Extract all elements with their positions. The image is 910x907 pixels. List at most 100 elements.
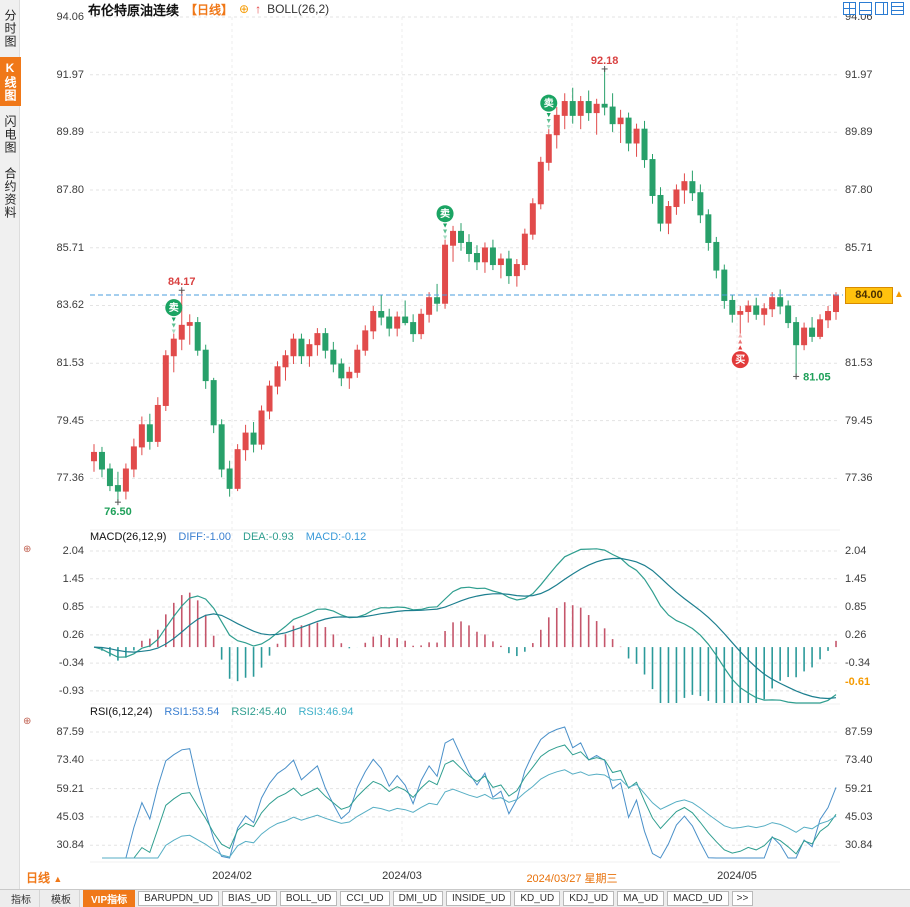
period-selector-button[interactable]: 日线 ▲ — [26, 869, 62, 886]
rsi-panel-header: RSI(6,12,24) RSI1:53.54 RSI2:45.40 RSI3:… — [90, 706, 354, 718]
candle — [785, 305, 792, 324]
indicator-line — [93, 548, 837, 704]
macd-settings-icon[interactable]: ⊕ — [23, 544, 32, 555]
rsi-y-label: 59.21 — [56, 783, 84, 795]
candle — [593, 103, 600, 114]
y-axis-label: 94.06 — [56, 11, 84, 23]
indicator-tab-bias[interactable]: BIAS_UD — [222, 891, 277, 906]
rsi-title: RSI(6,12,24) — [90, 706, 153, 718]
candle — [394, 316, 401, 329]
price-annotation: 92.18 — [591, 55, 619, 67]
macd-y-label: 2.04 — [62, 545, 84, 557]
signal-label: 买 — [735, 354, 745, 366]
indicator-tab-inside[interactable]: INSIDE_UD — [445, 891, 512, 906]
indicator-tab-barupdn[interactable]: BARUPDN_UD — [138, 891, 220, 906]
candle — [609, 106, 616, 125]
candle — [330, 349, 337, 365]
sidebar-item-kline-chart[interactable]: K线图 — [0, 57, 21, 106]
signal-arrow-icon: ▲ — [737, 345, 744, 352]
indicator-tab-boll[interactable]: BOLL_UD — [279, 891, 338, 906]
period-tag[interactable]: 【日线】 — [185, 2, 234, 17]
candle — [114, 485, 121, 492]
indicator-tab-kdj[interactable]: KDJ_UD — [563, 891, 615, 906]
candle — [721, 269, 728, 301]
indicator-tab-kd[interactable]: KD_UD — [514, 891, 561, 906]
signal-arrow-icon: ▲ — [737, 339, 744, 346]
macd-hist-value: MACD:-0.12 — [305, 531, 367, 543]
y-axis-label: 91.97 — [845, 69, 873, 81]
candle — [729, 299, 736, 315]
indicator-tab-macd[interactable]: MACD_UD — [667, 891, 729, 906]
candle — [258, 410, 265, 445]
candle — [697, 192, 704, 216]
candle — [218, 424, 225, 470]
tab-vip-indicators[interactable]: VIP指标 — [83, 890, 136, 907]
y-axis-label: 81.53 — [845, 357, 873, 369]
candle — [298, 338, 305, 357]
macd-current-value: -0.61 — [845, 676, 871, 688]
macd-y-label: -0.93 — [58, 685, 84, 697]
y-axis-label: 89.89 — [56, 126, 84, 138]
y-axis-label: 87.80 — [56, 184, 84, 196]
candle — [194, 322, 201, 351]
layout-rows-icon[interactable] — [891, 2, 904, 15]
sidebar-item-time-chart[interactable]: 分时图 — [3, 9, 17, 48]
candle — [761, 308, 768, 315]
candle — [601, 103, 608, 108]
chevron-up-icon: ▲ — [53, 874, 63, 884]
candle — [633, 128, 640, 144]
signal-label: 卖 — [544, 97, 554, 110]
rsi-y-label: 73.40 — [845, 754, 873, 766]
candle — [282, 355, 289, 368]
candle — [753, 305, 760, 315]
candle — [809, 327, 816, 337]
rsi-y-label: 59.21 — [845, 783, 873, 795]
tab-templates[interactable]: 模板 — [43, 890, 80, 907]
symbol-name: 布伦特原油连续 — [88, 2, 180, 18]
candle — [641, 128, 648, 161]
macd-dea-value: DEA:-0.93 — [243, 531, 294, 543]
candle — [617, 117, 624, 125]
overlay-indicator-label: BOLL(26,2) — [267, 2, 330, 16]
macd-y-label: -0.34 — [58, 657, 84, 669]
indicator-tab-cci[interactable]: CCI_UD — [340, 891, 390, 906]
layout-grid-icon[interactable] — [843, 2, 856, 15]
candle — [234, 449, 241, 489]
candle — [226, 468, 233, 489]
signal-arrow-icon: ▼ — [442, 235, 449, 242]
candle — [577, 101, 584, 116]
candle — [513, 264, 520, 277]
candle — [505, 258, 512, 277]
candle — [657, 194, 664, 224]
indicator-line — [93, 557, 837, 700]
add-indicator-icon[interactable]: ⊕ — [239, 2, 250, 16]
candle — [458, 230, 465, 243]
candle — [242, 432, 249, 451]
macd-y-label: 1.45 — [845, 573, 867, 585]
macd-y-label: 0.85 — [845, 601, 867, 613]
layout-two-row-icon[interactable] — [859, 2, 872, 15]
sidebar-item-contract-info[interactable]: 合约资料 — [3, 167, 17, 219]
layout-two-col-icon[interactable] — [875, 2, 888, 15]
candle — [673, 189, 680, 208]
sidebar-item-flash-chart[interactable]: 闪电图 — [3, 115, 17, 154]
candle — [665, 206, 672, 224]
candle — [346, 371, 353, 379]
candle — [106, 468, 113, 487]
x-axis-label: 2024/03 — [382, 870, 422, 882]
candle — [777, 297, 784, 307]
more-indicators-button[interactable]: >> — [731, 891, 754, 906]
y-axis-label: 77.36 — [845, 472, 873, 484]
price-marker-arrow-icon: ▲ — [894, 289, 904, 300]
tab-indicators[interactable]: 指标 — [3, 890, 40, 907]
indicator-tab-ma[interactable]: MA_UD — [617, 891, 665, 906]
sell-signal — [540, 94, 558, 112]
signal-arrow-icon: ▼ — [442, 229, 449, 236]
rsi-settings-icon[interactable]: ⊕ — [23, 716, 32, 727]
candle — [306, 344, 313, 357]
signal-label: 卖 — [440, 207, 450, 220]
buy-signal — [731, 351, 749, 369]
indicator-tab-dmi[interactable]: DMI_UD — [392, 891, 443, 906]
indicator-line — [102, 726, 837, 859]
